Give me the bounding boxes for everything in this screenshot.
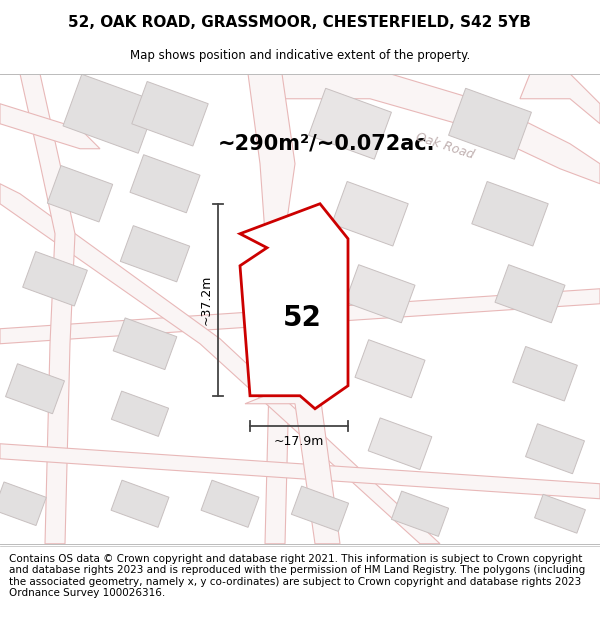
Polygon shape bbox=[472, 181, 548, 246]
Polygon shape bbox=[368, 418, 432, 469]
Text: Map shows position and indicative extent of the property.: Map shows position and indicative extent… bbox=[130, 49, 470, 62]
Polygon shape bbox=[248, 74, 295, 544]
Polygon shape bbox=[0, 482, 46, 526]
Polygon shape bbox=[245, 394, 340, 544]
Polygon shape bbox=[23, 251, 88, 306]
Polygon shape bbox=[112, 391, 169, 436]
Polygon shape bbox=[391, 491, 449, 536]
Polygon shape bbox=[201, 480, 259, 528]
Polygon shape bbox=[308, 88, 391, 159]
Text: ~17.9m: ~17.9m bbox=[274, 435, 324, 448]
Polygon shape bbox=[535, 494, 586, 533]
Polygon shape bbox=[526, 424, 584, 474]
Polygon shape bbox=[449, 88, 532, 159]
Polygon shape bbox=[332, 181, 408, 246]
Polygon shape bbox=[240, 204, 348, 409]
Polygon shape bbox=[111, 480, 169, 528]
Polygon shape bbox=[0, 184, 440, 544]
Polygon shape bbox=[512, 346, 577, 401]
Polygon shape bbox=[520, 74, 600, 124]
Text: Oak Road: Oak Road bbox=[414, 130, 476, 161]
Polygon shape bbox=[355, 340, 425, 398]
Polygon shape bbox=[113, 318, 177, 369]
Polygon shape bbox=[292, 486, 349, 531]
Polygon shape bbox=[495, 265, 565, 322]
Text: ~37.2m: ~37.2m bbox=[199, 274, 212, 325]
Polygon shape bbox=[47, 166, 113, 222]
Polygon shape bbox=[130, 155, 200, 212]
Polygon shape bbox=[132, 81, 208, 146]
Polygon shape bbox=[345, 265, 415, 322]
Polygon shape bbox=[63, 74, 157, 153]
Polygon shape bbox=[0, 74, 75, 544]
Text: 52, OAK ROAD, GRASSMOOR, CHESTERFIELD, S42 5YB: 52, OAK ROAD, GRASSMOOR, CHESTERFIELD, S… bbox=[68, 14, 532, 29]
Text: ~290m²/~0.072ac.: ~290m²/~0.072ac. bbox=[218, 134, 436, 154]
Polygon shape bbox=[0, 444, 600, 499]
Text: 52: 52 bbox=[283, 304, 322, 332]
Polygon shape bbox=[0, 104, 100, 149]
Polygon shape bbox=[250, 74, 600, 184]
Polygon shape bbox=[0, 289, 600, 344]
Text: Contains OS data © Crown copyright and database right 2021. This information is : Contains OS data © Crown copyright and d… bbox=[9, 554, 585, 598]
Polygon shape bbox=[5, 364, 64, 414]
Polygon shape bbox=[121, 226, 190, 282]
